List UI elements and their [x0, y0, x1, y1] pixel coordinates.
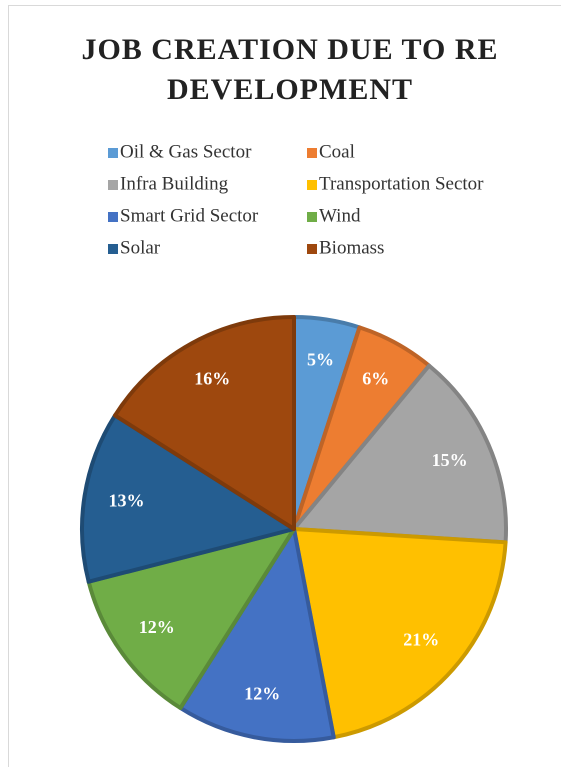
legend-label: Wind — [319, 205, 361, 226]
pie-slice — [292, 363, 508, 545]
legend-label: Coal — [319, 141, 355, 162]
data-label: 5% — [307, 350, 334, 370]
data-label: 13% — [108, 491, 144, 511]
pie-slice — [80, 413, 296, 584]
pie-slice — [178, 527, 336, 743]
legend-swatch — [307, 148, 317, 158]
pie-slice — [86, 527, 296, 710]
legend-label: Infra Building — [120, 173, 229, 194]
legend-swatch — [307, 244, 317, 254]
chart-title: JOB CREATION DUE TO RE DEVELOPMENT — [81, 33, 499, 106]
legend-label: Smart Grid Sector — [120, 205, 259, 226]
data-label: 16% — [194, 369, 230, 389]
legend-swatch — [307, 180, 317, 190]
pie-slice — [113, 315, 296, 531]
legend-swatch — [108, 180, 118, 190]
legend-swatch — [307, 212, 317, 222]
legend-swatch — [108, 212, 118, 222]
data-label: 15% — [432, 450, 468, 470]
legend-label: Solar — [120, 237, 161, 258]
legend-swatch — [108, 244, 118, 254]
legend-swatch — [108, 148, 118, 158]
data-label: 6% — [362, 369, 389, 389]
data-label: 21% — [403, 629, 439, 649]
chart-frame — [8, 5, 561, 767]
legend-label: Oil & Gas Sector — [120, 141, 252, 162]
pie-slice — [292, 527, 508, 740]
data-label: 12% — [139, 617, 175, 637]
data-label: 12% — [244, 684, 280, 704]
legend-label: Biomass — [319, 237, 384, 258]
legend-label: Transportation Sector — [319, 173, 484, 194]
